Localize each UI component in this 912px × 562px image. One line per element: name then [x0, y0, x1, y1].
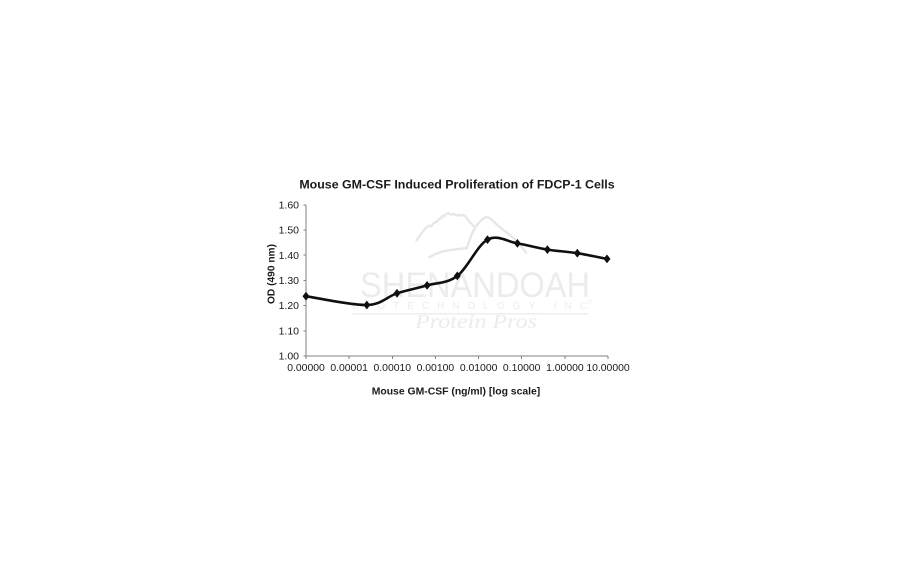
svg-text:1.10: 1.10: [279, 325, 300, 337]
svg-text:1.50: 1.50: [279, 225, 300, 237]
svg-text:Mouse GM-CSF (ng/ml) [log scal: Mouse GM-CSF (ng/ml) [log scale]: [372, 387, 541, 398]
svg-text:0.00001: 0.00001: [330, 363, 368, 374]
svg-text:0.00100: 0.00100: [417, 363, 455, 374]
svg-text:1.20: 1.20: [279, 300, 300, 312]
svg-text:1.30: 1.30: [279, 275, 300, 287]
svg-text:1.40: 1.40: [279, 250, 300, 262]
svg-text:BIOTECHNOLOGY INC: BIOTECHNOLOGY INC: [352, 301, 587, 312]
svg-text:0.00010: 0.00010: [374, 363, 412, 374]
svg-text:1.60: 1.60: [279, 199, 300, 211]
svg-text:1.00000: 1.00000: [546, 363, 584, 374]
svg-text:OD (490 nm): OD (490 nm): [267, 244, 278, 304]
svg-text:1.00: 1.00: [279, 351, 300, 363]
svg-text:10.00000: 10.00000: [586, 363, 630, 374]
svg-text:Protein Pros: Protein Pros: [414, 311, 537, 333]
svg-text:0.01000: 0.01000: [460, 363, 498, 374]
svg-text:®: ®: [588, 300, 593, 307]
svg-text:Mouse GM-CSF Induced Prolifera: Mouse GM-CSF Induced Proliferation of FD…: [299, 178, 614, 192]
svg-text:SHENANDOAH: SHENANDOAH: [360, 266, 590, 305]
svg-text:0.10000: 0.10000: [503, 363, 541, 374]
svg-text:0.00000: 0.00000: [287, 363, 325, 374]
